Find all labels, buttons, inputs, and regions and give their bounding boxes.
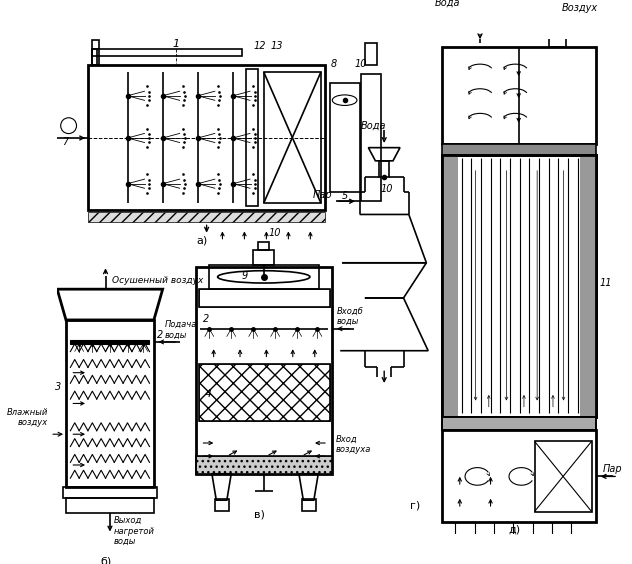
- Text: 4: 4: [205, 389, 212, 399]
- Text: 1: 1: [173, 39, 179, 50]
- Bar: [92, 49, 97, 65]
- Bar: [365, 43, 377, 65]
- Bar: [442, 47, 596, 144]
- Text: г): г): [410, 501, 420, 511]
- Bar: [253, 250, 274, 265]
- Bar: [198, 364, 330, 421]
- Text: Влажный
воздух: Влажный воздух: [7, 408, 49, 427]
- Bar: [196, 456, 332, 474]
- Bar: [442, 417, 596, 430]
- Text: Вода: Вода: [361, 120, 386, 130]
- Bar: [301, 499, 315, 510]
- Text: Воздух: Воздух: [562, 2, 598, 12]
- Bar: [198, 289, 330, 307]
- Text: 9: 9: [242, 271, 248, 281]
- Bar: [88, 65, 325, 210]
- Bar: [264, 72, 321, 203]
- Bar: [66, 497, 154, 513]
- Text: 10: 10: [380, 184, 393, 195]
- Text: 10: 10: [355, 59, 367, 69]
- Text: 8: 8: [331, 59, 337, 69]
- Text: в): в): [254, 510, 265, 520]
- Text: а): а): [197, 235, 208, 245]
- Bar: [92, 49, 242, 56]
- Bar: [196, 267, 332, 474]
- Text: 12: 12: [254, 41, 267, 51]
- Text: 2: 2: [203, 314, 209, 324]
- Text: 2: 2: [157, 329, 163, 340]
- Bar: [442, 417, 596, 430]
- Text: 3: 3: [56, 382, 62, 393]
- Bar: [63, 487, 157, 497]
- Bar: [442, 155, 458, 417]
- Bar: [258, 242, 269, 250]
- Bar: [442, 144, 596, 155]
- Text: Входб
воды: Входб воды: [337, 307, 363, 327]
- Text: Выход
нагретой
воды: Выход нагретой воды: [113, 516, 154, 546]
- Bar: [330, 82, 360, 192]
- Bar: [198, 364, 330, 421]
- Bar: [66, 320, 154, 487]
- Bar: [246, 69, 258, 206]
- Text: д): д): [508, 525, 520, 535]
- Bar: [442, 430, 596, 522]
- Bar: [92, 41, 99, 65]
- Bar: [70, 340, 150, 343]
- Bar: [196, 456, 332, 474]
- Bar: [379, 161, 389, 177]
- Text: Подача
воды: Подача воды: [164, 320, 197, 340]
- Text: Осушенный воздух: Осушенный воздух: [112, 276, 203, 285]
- Bar: [209, 265, 319, 289]
- Bar: [580, 155, 596, 417]
- Text: 10: 10: [268, 228, 281, 239]
- Text: Пар: Пар: [603, 464, 623, 474]
- Text: Вход
воздуха: Вход воздуха: [336, 434, 371, 454]
- Text: 11: 11: [600, 277, 612, 288]
- Text: Вода: Вода: [435, 0, 461, 7]
- Bar: [535, 441, 592, 512]
- Bar: [214, 499, 229, 510]
- Text: 13: 13: [270, 41, 283, 51]
- Text: б): б): [100, 556, 111, 564]
- Bar: [553, 17, 562, 28]
- Bar: [362, 74, 380, 201]
- Bar: [88, 212, 325, 222]
- Text: 7: 7: [62, 137, 68, 147]
- Bar: [198, 289, 330, 307]
- Bar: [549, 28, 566, 47]
- Text: Пар: Пар: [313, 190, 332, 200]
- Bar: [442, 155, 596, 417]
- Text: 5: 5: [342, 191, 348, 201]
- Bar: [442, 155, 596, 417]
